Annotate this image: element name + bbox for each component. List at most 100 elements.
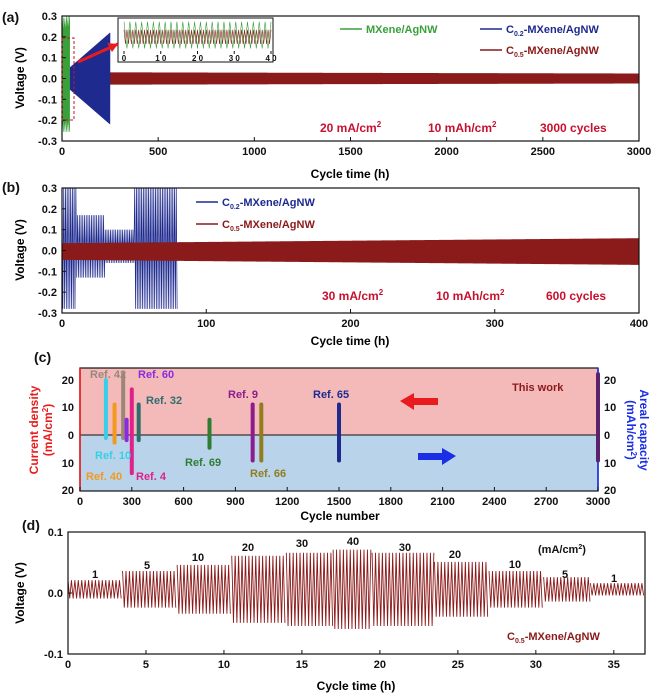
rate-label: 20 (449, 549, 461, 561)
legend-label-c05: C0.5-MXene/AgNW (506, 45, 599, 59)
panel-a-xtick-label: 2000 (434, 146, 458, 158)
panel-a-ytick-label: -0.1 (38, 94, 57, 106)
rate-label: 30 (296, 538, 308, 550)
panel-b-cycles-annotation: 600 cycles (546, 289, 606, 303)
panel-d-xlabel: Cycle time (h) (317, 679, 396, 693)
ref-label: Ref. 32 (146, 395, 182, 407)
inset-xtick-label: 0 (122, 54, 127, 63)
left-axis-arrow (400, 393, 438, 410)
panel-b-axes: 0 100 200 300 400 -0.3 -0.2 -0.1 0.0 0.1 0.2 0.3 (38, 183, 648, 330)
panel-d-xtick-label: 5 (143, 659, 149, 671)
panel-d-xtick-label: 20 (374, 659, 386, 671)
rate-step-line (488, 571, 543, 608)
panel-c-ytick-left: 0 (68, 430, 74, 442)
panel-c-xtick-label: 1200 (275, 496, 299, 508)
panel-b-label: (b) (2, 179, 20, 195)
panel-c-ylabel-left-unit: (mA/cm2) (41, 404, 55, 456)
panel-a: (a) 0 500 1000 1500 2000 2500 3000 -0.3 -0.2 -0.1… (2, 9, 651, 181)
ref-label: Ref. 9 (228, 389, 258, 401)
ref-label: Ref. 42 (90, 369, 126, 381)
panel-a-xtick-label: 0 (59, 146, 65, 158)
panel-d-axes: 0 5 10 15 20 25 30 35-0.10.00.1 (44, 527, 620, 671)
panel-c-label: (c) (34, 349, 51, 365)
panel-c-ytick-left: 20 (62, 375, 74, 387)
rate-step-line (68, 580, 122, 599)
series-c05-line (62, 238, 639, 265)
panel-c-xtick-label: 2100 (430, 496, 454, 508)
panel-c-xtick-label: 900 (226, 496, 244, 508)
panel-a-ylabel: Voltage (V) (13, 47, 27, 109)
inset-c05-line (123, 29, 272, 45)
panel-c-ytick-left: 10 (62, 458, 74, 470)
panel-a-xtick-label: 1000 (242, 146, 266, 158)
inset-xtick-label: 1 0 (155, 54, 167, 63)
panel-d-xtick-label: 15 (296, 659, 308, 671)
panel-d-label: (d) (22, 517, 40, 533)
panel-d-unit-label: (mA/cm2) (538, 544, 586, 556)
panel-c-ylabel-right-unit: (mAh/cm2) (624, 400, 638, 460)
panel-a-ytick-label: 0.0 (42, 74, 57, 86)
ref-label: This work (512, 382, 564, 394)
ref-label: Ref. 10 (95, 450, 131, 462)
panel-a-capacity-annotation: 10 mAh/cm2 (428, 120, 497, 135)
series-c02-line (62, 32, 111, 125)
panel-d-xtick-label: 35 (608, 659, 620, 671)
panel-c-axes: 0 300 600 900 1200 1500 1800 2100 2400 2700 300020… (62, 375, 617, 508)
legend-label-c02: C0.2-MXene/AgNW (222, 197, 315, 211)
panel-c-xlabel: Cycle number (300, 509, 380, 523)
panel-d-xtick-label: 10 (218, 659, 230, 671)
panel-d-rate-labels: 1 5 10 20 30 40 30 20 10 5 1 (92, 536, 617, 585)
inset-xtick-label: 2 0 (192, 54, 204, 63)
rate-step-line (543, 577, 591, 602)
panel-a-legend: MXene/AgNW C0.2-MXene/AgNW C0.5-MXene/Ag… (340, 24, 599, 59)
panel-b-ylabel: Voltage (V) (13, 219, 27, 281)
panel-b-ytick-label: -0.3 (38, 308, 57, 320)
legend-label-mxene: MXene/AgNW (366, 24, 438, 36)
panel-a-plot-area (62, 16, 639, 132)
panel-a-ytick-label: -0.3 (38, 136, 57, 148)
panel-b-plot-area (62, 188, 639, 309)
rate-label: 10 (509, 559, 521, 571)
panel-b-xtick-label: 100 (197, 318, 215, 330)
panel-c-ytick-right: 20 (604, 375, 616, 387)
panel-b-current-annotation: 30 mA/cm2 (322, 288, 384, 303)
panel-a-ytick-label: -0.2 (38, 115, 57, 127)
panel-c-ytick-right: 10 (604, 402, 616, 414)
panel-a-label: (a) (2, 9, 19, 25)
panel-d-xtick-label: 0 (65, 659, 71, 671)
panel-c-ylabel-left: Current density (27, 385, 41, 474)
ref-label: Ref. 66 (250, 468, 286, 480)
panel-c-ytick-left: 10 (62, 402, 74, 414)
rate-step-line (231, 555, 286, 623)
panel-c-xtick-label: 300 (123, 496, 141, 508)
panel-b-ytick-label: 0.1 (42, 225, 57, 237)
inset-axis: 0 1 0 2 0 3 0 4 0 (122, 51, 277, 63)
panel-b-legend: C0.2-MXene/AgNW C0.5-MXene/AgNW (196, 197, 315, 233)
legend-label-c02: C0.2-MXene/AgNW (506, 24, 599, 38)
panel-c-ytick-left: 20 (62, 485, 74, 497)
rate-step-line (371, 552, 435, 626)
panel-d-ytick-label: 0.1 (48, 527, 63, 539)
panel-c-ref-labels: Ref. 10 Ref. 40 Ref. 42 Ref. 60 Ref. 4 Ref. 3… (86, 369, 564, 483)
panel-a-xtick-label: 3000 (627, 146, 651, 158)
panel-a-xtick-label: 500 (149, 146, 167, 158)
rate-label: 10 (192, 552, 204, 564)
panel-a-ytick-label: 0.2 (42, 32, 57, 44)
zoom-arrow-head (107, 43, 118, 52)
ref-label: Ref. 60 (138, 369, 174, 381)
panel-c-ytick-right: 20 (604, 485, 616, 497)
inset-mxene-line (123, 21, 272, 49)
panel-a-xtick-label: 2500 (531, 146, 555, 158)
panel-b: (b) 0 100 200 300 400 -0.3 -0.2 -0.1 0.0 0.1 0.2 0.… (2, 179, 648, 348)
panel-d-xtick-label: 30 (530, 659, 542, 671)
rate-label: 20 (242, 542, 254, 554)
rate-step-line (122, 571, 177, 608)
panel-a-ytick-label: 0.3 (42, 11, 57, 23)
panel-a-axes: 0 500 1000 1500 2000 2500 3000 -0.3 -0.2 -0.1 0.0 0… (38, 11, 651, 158)
panel-b-xtick-label: 300 (486, 318, 504, 330)
panel-d-ytick-label: 0.0 (48, 588, 63, 600)
panel-d-ylabel: Voltage (V) (13, 562, 27, 624)
panel-a-inset: 0 1 0 2 0 3 0 4 0 (61, 17, 277, 121)
